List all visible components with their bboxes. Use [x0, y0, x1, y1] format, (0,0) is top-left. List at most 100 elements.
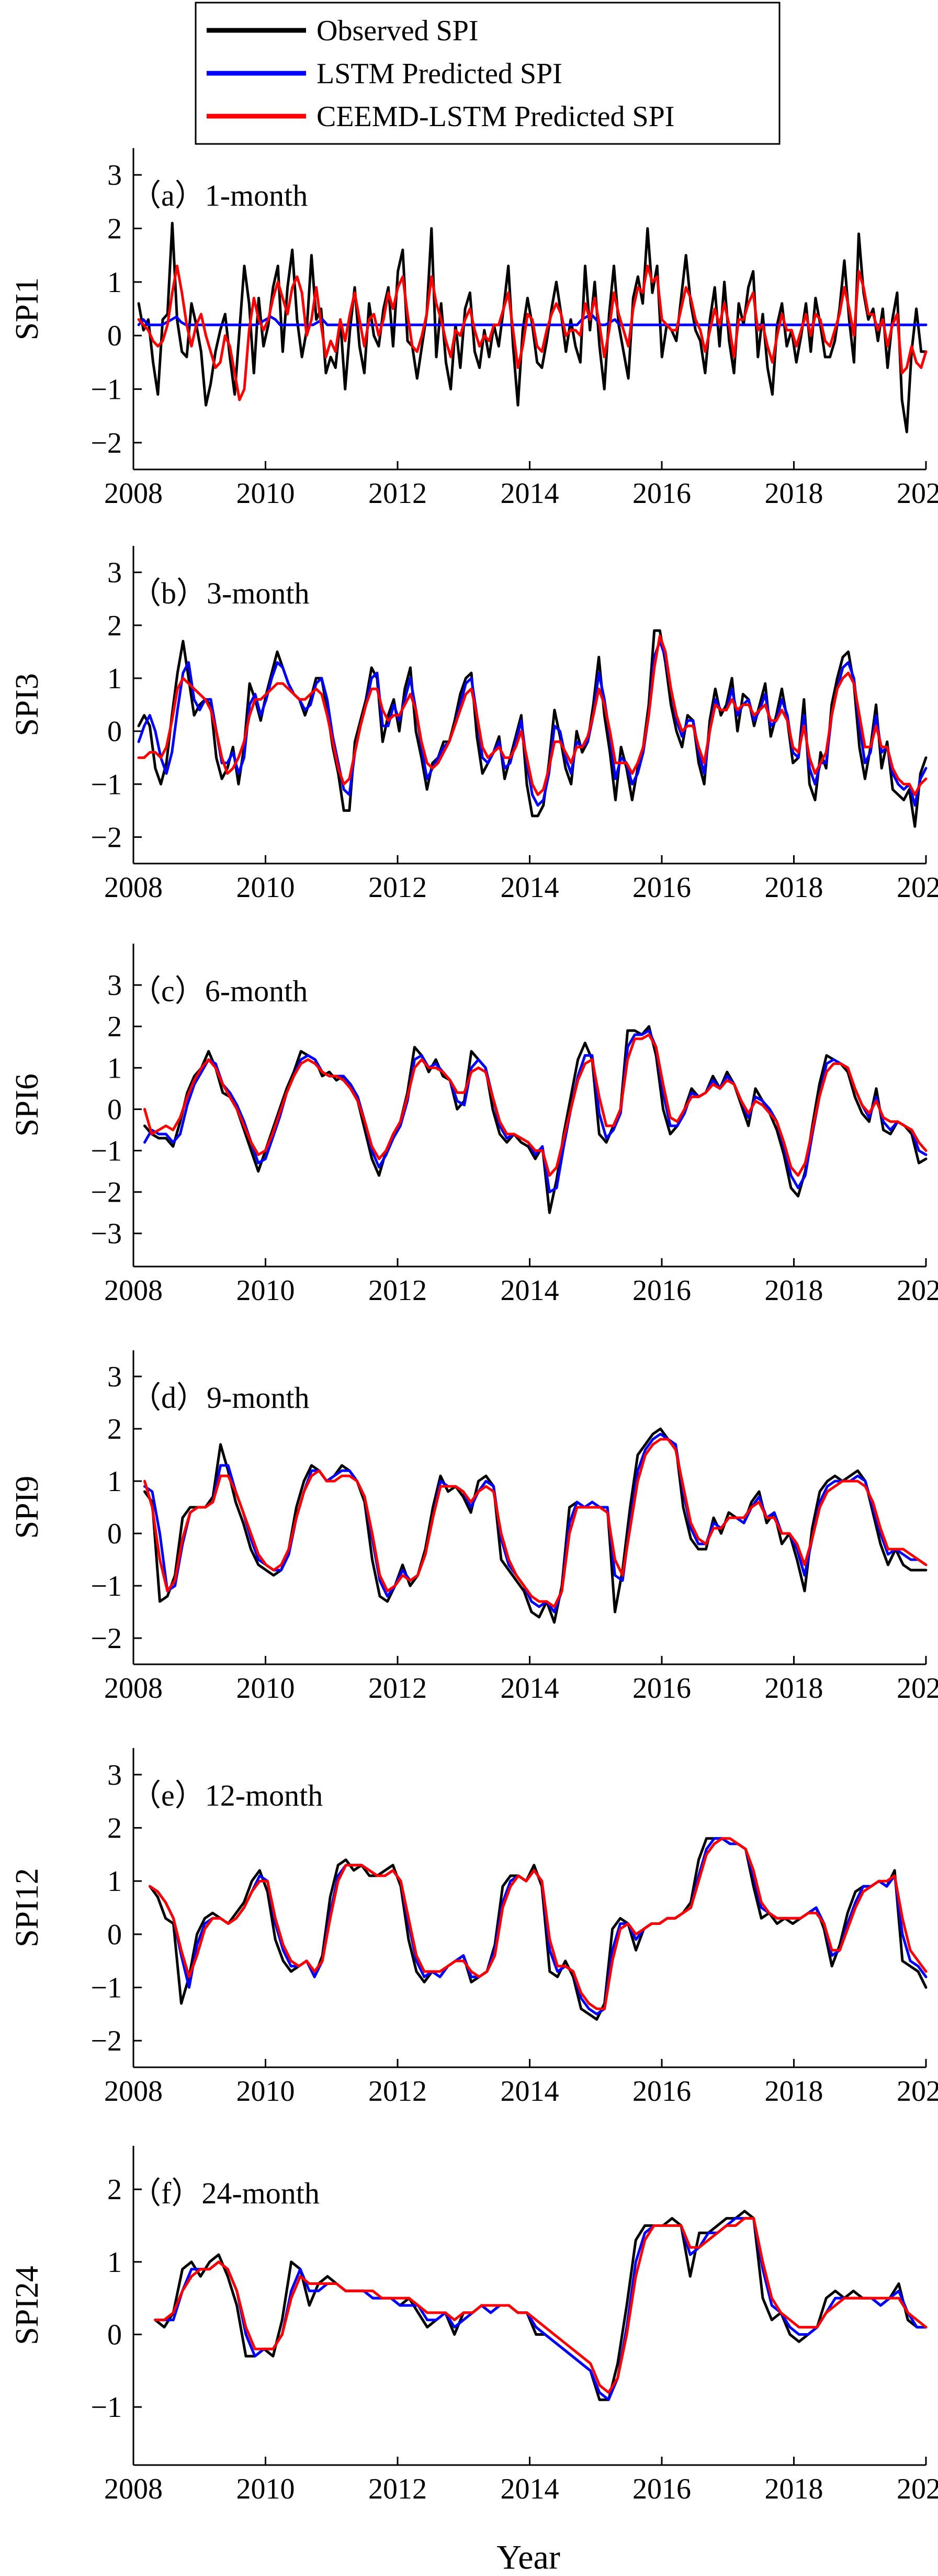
y-tick-label: 3: [107, 159, 122, 192]
x-tick-label: 2014: [501, 1672, 559, 1705]
y-tick-label: −2: [91, 821, 122, 854]
series-ceemd-lstm: [143, 1438, 928, 1608]
x-tick-label: 2016: [632, 2075, 691, 2108]
x-tick-label: 2008: [104, 1274, 163, 1307]
x-tick-label: 2014: [501, 871, 559, 904]
x-tick-label: 2018: [765, 2075, 823, 2108]
series-lstm: [143, 1432, 928, 1614]
y-tick-label: 0: [107, 1919, 122, 1951]
x-tick-label: 2010: [236, 1672, 295, 1705]
y-tick-label: 3: [107, 1759, 122, 1791]
y-tick-label: 2: [107, 2174, 122, 2206]
series-observed: [149, 1837, 928, 2021]
x-tick-label: 2012: [368, 871, 427, 904]
x-tick-label: 2020: [897, 1274, 938, 1307]
y-tick-label: −3: [91, 1218, 122, 1250]
x-tick-label: 2008: [104, 2473, 163, 2505]
panel-label: （f）24-month: [131, 2176, 320, 2210]
series-observed: [137, 629, 928, 828]
y-tick-label: −2: [91, 1622, 122, 1655]
x-tick-label: 2012: [368, 2473, 427, 2505]
x-tick-label: 2008: [104, 2075, 163, 2108]
y-tick-label: −1: [91, 1570, 122, 1603]
series-ceemd-lstm: [137, 634, 928, 796]
series-ceemd-lstm: [143, 1033, 928, 1177]
panel-d: −2 −1 0 1 2 3 2008 2010 2012 2014 2016 2018 2020 SPI9…: [9, 1350, 938, 1705]
panel-label: （e）12-month: [131, 1778, 323, 1812]
x-tick-label: 2018: [765, 871, 823, 904]
y-tick-label: 1: [107, 2246, 122, 2279]
x-tick-label: 2020: [897, 1672, 938, 1705]
y-tick-label: 0: [107, 2319, 122, 2351]
x-tick-label: 2014: [501, 1274, 559, 1307]
y-tick-label: −2: [91, 427, 122, 460]
y-tick-label: −1: [91, 1972, 122, 2004]
x-tick-label: 2010: [236, 871, 295, 904]
y-tick-label: −1: [91, 1135, 122, 1168]
x-tick-label: 2018: [765, 477, 823, 510]
y-tick-label: 0: [107, 715, 122, 748]
y-tick-label: −1: [91, 2391, 122, 2424]
x-tick-label: 2020: [897, 871, 938, 904]
y-tick-label: 3: [107, 557, 122, 589]
y-tick-label: 0: [107, 320, 122, 352]
y-tick-label: −1: [91, 768, 122, 801]
x-tick-label: 2012: [368, 1672, 427, 1705]
x-tick-label: 2010: [236, 477, 295, 510]
panel-c: −3 −2 −1 0 1 2 3 2008 2010 2012 2014 2016 2018 2020 SP…: [9, 944, 938, 1307]
panel-a: −2 −1 0 1 2 3 2008 2010 2012 2014 2016 2018 2020 SPI1…: [9, 148, 938, 510]
x-tick-label: 2012: [368, 1274, 427, 1307]
y-tick-label: 2: [107, 1812, 122, 1845]
x-tick-label: 2020: [897, 2075, 938, 2108]
y-tick-label: 1: [107, 1465, 122, 1498]
x-tick-label: 2016: [632, 477, 691, 510]
series-observed: [154, 2210, 928, 2401]
x-tick-label: 2016: [632, 1274, 691, 1307]
x-tick-label: 2010: [236, 2075, 295, 2108]
y-tick-label: −2: [91, 2025, 122, 2057]
x-tick-label: 2016: [632, 2473, 691, 2505]
x-tick-label: 2014: [501, 477, 559, 510]
x-tick-label: 2012: [368, 477, 427, 510]
legend-label-1: LSTM Predicted SPI: [317, 58, 562, 90]
y-tick-label: 2: [107, 610, 122, 642]
y-tick-label: 2: [107, 1413, 122, 1446]
y-tick-label: 0: [107, 1518, 122, 1550]
series-lstm: [149, 1837, 928, 2015]
y-axis-title: SPI6: [9, 1073, 45, 1137]
y-tick-label: −1: [91, 374, 122, 406]
legend-label-2: CEEMD-LSTM Predicted SPI: [317, 100, 674, 133]
y-tick-label: −2: [91, 1177, 122, 1209]
panel-e: −2 −1 0 1 2 3 2008 2010 2012 2014 2016 2018 2020 SPI1…: [9, 1748, 938, 2108]
x-tick-label: 2008: [104, 871, 163, 904]
panel-label: （c）6-month: [131, 974, 308, 1008]
y-axis-title: SPI12: [9, 1868, 45, 1947]
x-tick-label: 2008: [104, 477, 163, 510]
legend-label-0: Observed SPI: [317, 15, 479, 47]
panel-label: （d）9-month: [131, 1381, 310, 1415]
series-lstm: [137, 640, 928, 807]
series-ceemd-lstm: [149, 1837, 928, 2010]
y-axis-title: SPI24: [9, 2266, 45, 2345]
y-tick-label: 3: [107, 969, 122, 1002]
y-tick-label: 3: [107, 1361, 122, 1393]
y-tick-label: 1: [107, 1865, 122, 1898]
y-tick-label: 1: [107, 1052, 122, 1084]
x-axis-title: Year: [496, 2538, 560, 2576]
x-tick-label: 2010: [236, 1274, 295, 1307]
series-lstm: [143, 1029, 928, 1194]
y-axis-title: SPI1: [9, 277, 45, 341]
x-tick-label: 2018: [765, 2473, 823, 2505]
x-tick-label: 2014: [501, 2075, 559, 2108]
x-tick-label: 2020: [897, 2473, 938, 2505]
x-tick-label: 2014: [501, 2473, 559, 2505]
series-ceemd-lstm: [137, 264, 928, 401]
legend: Observed SPI LSTM Predicted SPI CEEMD-LSTM…: [195, 2, 781, 145]
y-tick-label: 0: [107, 1093, 122, 1126]
series-lstm: [154, 2217, 928, 2401]
y-tick-label: 2: [107, 213, 122, 245]
x-tick-label: 2018: [765, 1672, 823, 1705]
x-tick-label: 2010: [236, 2473, 295, 2505]
x-tick-label: 2020: [897, 477, 938, 510]
